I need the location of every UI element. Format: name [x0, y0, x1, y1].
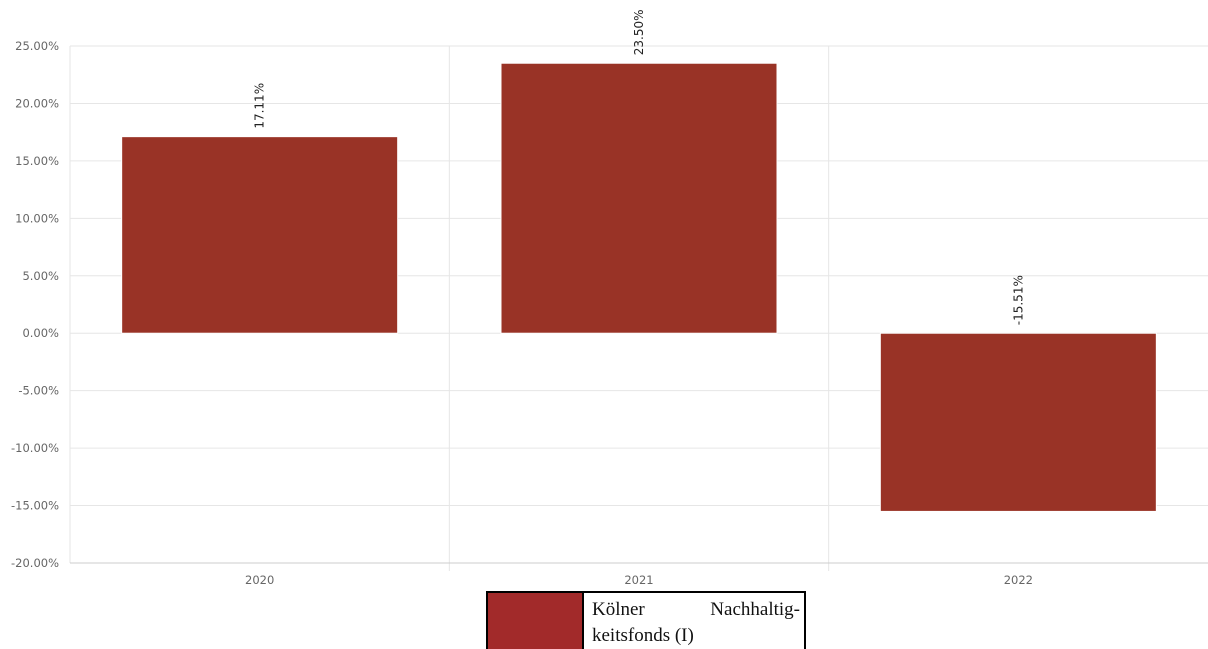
bar-2020 — [121, 136, 399, 334]
bar-2021 — [500, 62, 778, 334]
y-tick-label: 20.00% — [15, 96, 59, 110]
y-tick-label: 15.00% — [15, 154, 59, 168]
legend-label: Kölner Nachhaltig- keitsfonds (I) — [592, 599, 800, 646]
x-tick-label: 2022 — [1004, 573, 1033, 587]
data-label-2020: 17.11% — [253, 83, 267, 129]
y-tick-label: -15.00% — [11, 499, 59, 513]
y-tick-label: -10.00% — [11, 441, 59, 455]
y-tick-label: 5.00% — [22, 269, 59, 283]
legend: Kölner Nachhaltig- keitsfonds (I) — [486, 591, 806, 649]
y-tick-label: -5.00% — [18, 384, 59, 398]
x-tick-label: 2021 — [624, 573, 653, 587]
y-tick-label: 25.00% — [15, 39, 59, 53]
legend-swatch — [488, 593, 584, 649]
y-tick-label: 10.00% — [15, 211, 59, 225]
x-tick-label: 2020 — [245, 573, 274, 587]
bar-2022 — [879, 332, 1157, 512]
data-label-2021: 23.50% — [632, 9, 646, 55]
y-tick-label: 0.00% — [22, 326, 59, 340]
chart-plot-area: 25.00% 20.00% 15.00% 10.00% 5.00% 0.00% -5.00%… — [11, 9, 1208, 587]
y-tick-label: -20.00% — [11, 556, 59, 570]
data-label-2022: -15.51% — [1011, 275, 1025, 325]
